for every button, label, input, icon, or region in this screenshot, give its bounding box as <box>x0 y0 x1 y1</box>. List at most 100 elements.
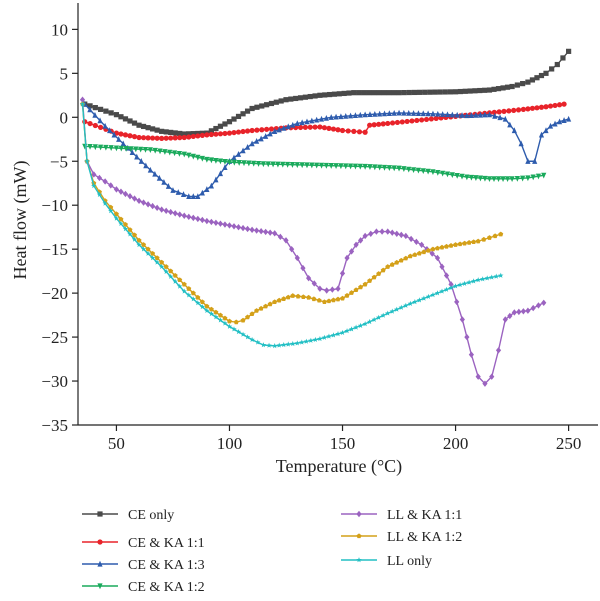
series-marker <box>309 162 315 169</box>
data-point <box>353 241 359 248</box>
series-marker <box>277 233 283 241</box>
series-marker <box>410 110 417 116</box>
series-marker <box>199 216 205 224</box>
series-marker <box>281 296 287 301</box>
series-marker <box>217 312 223 318</box>
series-marker <box>552 102 558 109</box>
series-marker <box>443 272 450 279</box>
data-point <box>328 114 334 120</box>
series-marker <box>403 255 409 261</box>
data-point <box>403 232 409 240</box>
series-marker <box>477 175 484 182</box>
series-marker <box>520 80 526 87</box>
series-marker <box>98 144 104 151</box>
series-marker <box>190 153 196 160</box>
data-point <box>385 264 391 269</box>
series-marker <box>357 111 363 118</box>
series-marker <box>249 311 255 317</box>
data-point <box>306 294 312 300</box>
series-marker <box>103 144 109 151</box>
series-marker <box>461 280 468 286</box>
series-marker <box>128 146 134 153</box>
series-marker <box>406 89 412 96</box>
data-point <box>351 90 357 96</box>
series-marker <box>235 223 242 231</box>
series-marker <box>266 342 272 348</box>
series-marker <box>386 90 392 96</box>
data-point <box>407 253 413 259</box>
series-marker <box>138 146 144 153</box>
data-point <box>430 110 436 117</box>
series-marker <box>264 126 270 132</box>
series-marker <box>208 306 214 312</box>
series-marker <box>358 237 364 244</box>
series-marker <box>118 220 124 226</box>
series-marker <box>259 103 265 109</box>
data-point <box>147 147 153 154</box>
series-marker <box>87 143 93 150</box>
series-marker <box>331 297 336 303</box>
legend-item: CE only <box>82 508 174 523</box>
series-marker <box>142 146 149 153</box>
data-point <box>158 263 165 270</box>
series-marker <box>406 166 412 173</box>
series-marker <box>122 116 129 122</box>
series-marker <box>163 207 169 215</box>
series-marker <box>481 236 487 242</box>
data-point <box>294 162 300 168</box>
data-point <box>362 163 368 170</box>
series-marker <box>330 126 337 132</box>
series-2 <box>82 100 572 200</box>
series-marker <box>180 191 187 197</box>
series-marker <box>199 155 205 162</box>
legend-item: CE & KA 1:3 <box>82 558 205 573</box>
series-marker <box>394 306 400 312</box>
series-marker <box>367 164 373 170</box>
series-marker <box>168 268 174 274</box>
data-point <box>525 158 531 164</box>
series-marker <box>352 112 359 119</box>
series-marker <box>145 135 151 141</box>
x-tick-label: 250 <box>556 434 582 453</box>
series-marker <box>263 133 269 139</box>
series-marker <box>267 229 273 236</box>
series-marker <box>439 244 445 250</box>
data-point <box>339 329 346 335</box>
data-point <box>260 342 267 348</box>
series-marker <box>416 297 423 303</box>
series-marker <box>172 210 178 217</box>
data-point <box>362 232 368 240</box>
data-point <box>159 135 165 141</box>
series-marker <box>379 228 385 235</box>
data-point <box>520 106 526 112</box>
series-marker <box>420 110 426 117</box>
series-marker <box>404 118 410 125</box>
series-marker <box>222 130 228 137</box>
series-marker <box>348 326 355 332</box>
series-marker <box>516 308 522 316</box>
y-axis-title: Heat flow (mW) <box>10 161 31 280</box>
data-point <box>113 215 120 221</box>
series-marker <box>353 287 359 293</box>
series-marker <box>107 127 113 134</box>
series-marker <box>150 250 156 256</box>
series-marker <box>150 202 156 210</box>
data-point <box>541 299 547 306</box>
series-marker <box>96 191 103 197</box>
data-point <box>181 281 187 287</box>
data-point <box>518 140 524 147</box>
series-marker <box>343 163 349 170</box>
series-marker <box>371 274 377 280</box>
series-marker <box>145 201 151 208</box>
series-marker <box>327 91 333 98</box>
series-marker <box>473 175 479 181</box>
series-marker <box>440 111 446 117</box>
series-marker <box>108 110 114 116</box>
series-marker <box>255 339 261 345</box>
series-marker <box>376 271 382 276</box>
series-marker <box>213 157 219 164</box>
series-marker <box>92 144 98 151</box>
series-marker <box>357 322 364 328</box>
series-marker <box>127 231 133 237</box>
data-point <box>249 140 255 147</box>
